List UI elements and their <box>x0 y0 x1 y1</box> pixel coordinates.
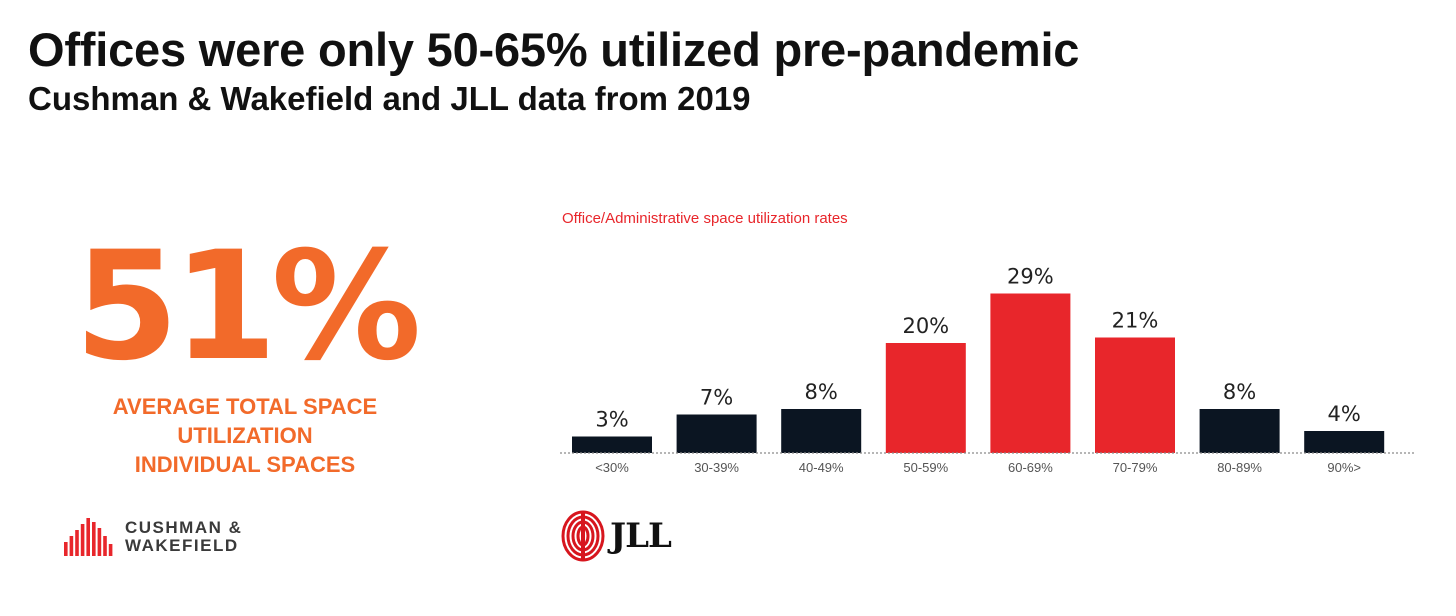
x-tick-label: 40-49% <box>799 460 844 475</box>
logo-bar <box>97 528 102 556</box>
logo-stem <box>581 512 585 560</box>
logo-bar <box>75 530 79 556</box>
cushman-wakefield-logo-text: CUSHMAN & WAKEFIELD <box>125 519 242 555</box>
stat-value: 51% <box>74 220 421 394</box>
chart-title: Office/Administrative space utilization … <box>562 210 848 227</box>
bar-70-79% <box>1095 337 1175 453</box>
bar-30-39% <box>676 414 757 453</box>
bar-80-89% <box>1199 409 1280 453</box>
logo-bar <box>64 542 68 556</box>
bar-value-label: 8% <box>1223 380 1256 404</box>
logo-bar <box>92 522 96 556</box>
stat-caption-line: AVERAGE TOTAL SPACE <box>112 394 378 419</box>
bar-50-59% <box>885 343 966 453</box>
bar-<30% <box>572 436 652 453</box>
bar-value-label: 3% <box>595 408 628 432</box>
cushman-wakefield-building-icon <box>64 518 113 556</box>
stat-caption: AVERAGE TOTAL SPACE UTILIZATION INDIVIDU… <box>60 392 430 479</box>
cushman-wakefield-logo: CUSHMAN & WAKEFIELD <box>62 518 242 556</box>
x-tick-label: 70-79% <box>1113 460 1158 475</box>
x-tick-label: 90%> <box>1327 460 1361 475</box>
stat-caption-line: UTILIZATION <box>177 423 313 448</box>
x-tick-label: 50-59% <box>903 460 948 475</box>
bar-value-label: 4% <box>1328 402 1361 426</box>
logo-text-line: WAKEFIELD <box>125 536 239 555</box>
jll-mark-icon <box>561 510 605 562</box>
jll-logo-text: JLL <box>610 516 672 556</box>
logo-bar <box>69 536 74 556</box>
bar-value-label: 8% <box>805 380 838 404</box>
bar-90%> <box>1304 431 1385 453</box>
x-tick-label: 60-69% <box>1008 460 1053 475</box>
x-tick-label: 80-89% <box>1217 460 1262 475</box>
logo-bar <box>108 544 113 556</box>
utilization-stat: 51% AVERAGE TOTAL SPACE UTILIZATION INDI… <box>60 232 430 479</box>
logo-text-line: CUSHMAN & <box>125 518 243 537</box>
logo-bar <box>103 536 107 556</box>
bar-value-label: 20% <box>902 314 949 338</box>
x-tick-label: 30-39% <box>694 460 739 475</box>
utilization-bar-chart: 3% 7% 8% 20% 29% 21% 8% 4% <30% 30-39% 40-49% 50-5… <box>560 265 1414 475</box>
bar-value-label: 29% <box>1007 265 1054 289</box>
page-subtitle: Cushman & Wakefield and JLL data from 20… <box>28 80 751 117</box>
x-tick-label: <30% <box>595 460 629 475</box>
bar-value-label: 21% <box>1112 309 1159 333</box>
bar-value-label: 7% <box>700 386 733 410</box>
logo-bar <box>80 524 85 556</box>
logo-bar <box>86 518 90 556</box>
stat-caption-line: INDIVIDUAL SPACES <box>134 452 356 477</box>
bar-60-69% <box>990 293 1071 453</box>
page-title: Offices were only 50-65% utilized pre-pa… <box>28 23 1080 76</box>
jll-logo: JLL <box>560 510 672 562</box>
bar-40-49% <box>781 409 862 453</box>
